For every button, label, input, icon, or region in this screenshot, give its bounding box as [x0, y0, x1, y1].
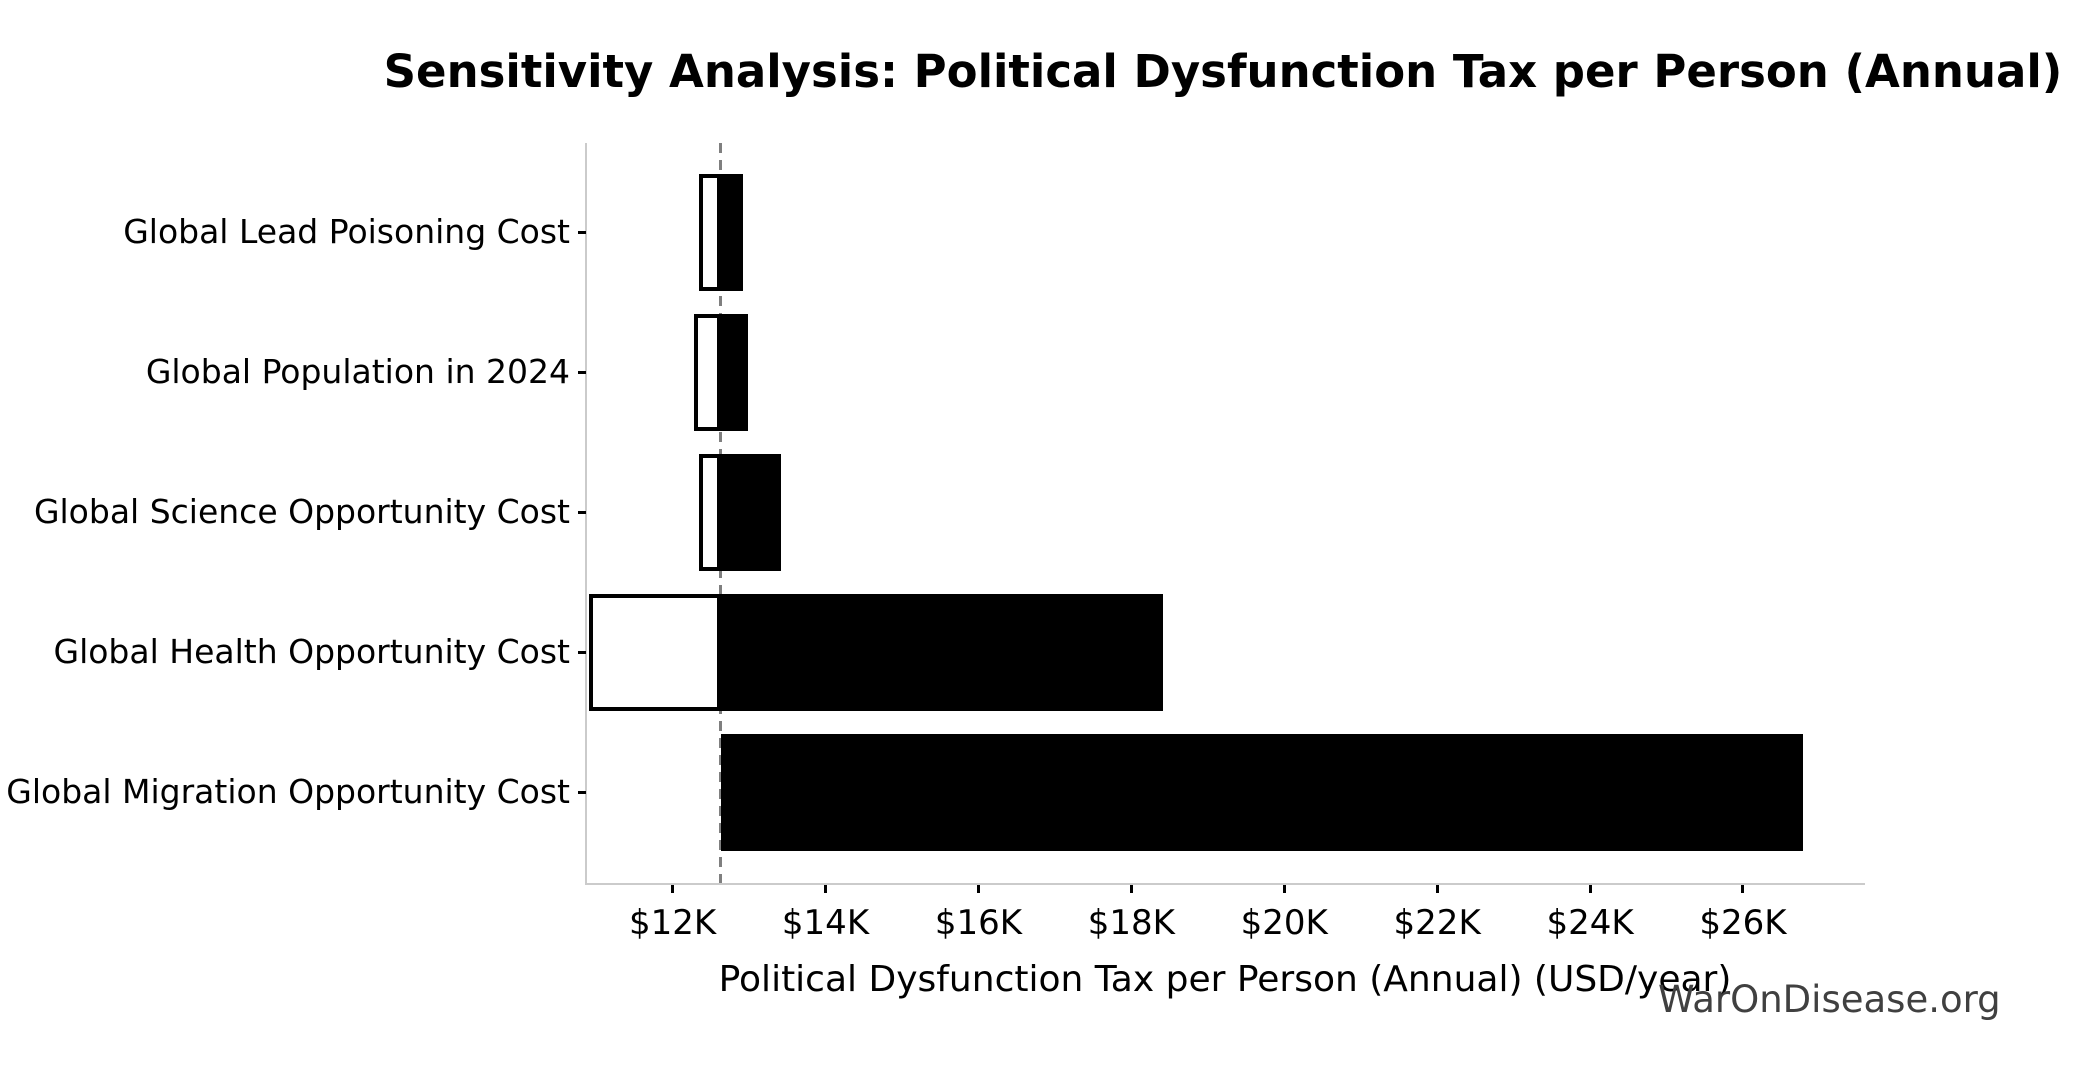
high-bar [720, 593, 1163, 711]
x-tick-mark [1588, 885, 1592, 893]
x-tick-mark [1282, 885, 1286, 893]
x-axis-label: Political Dysfunction Tax per Person (An… [718, 959, 1732, 1000]
x-tick-mark [824, 885, 828, 893]
category-label: Global Population in 2024 [145, 352, 570, 391]
category-label: Global Health Opportunity Cost [53, 632, 571, 671]
high-bar [720, 313, 748, 431]
x-tick-label: $18K [1087, 903, 1175, 943]
x-tick-label: $26K [1699, 903, 1787, 943]
x-axis-spine [585, 883, 1865, 885]
category-label: Global Science Opportunity Cost [33, 492, 570, 531]
low-bar [699, 173, 721, 291]
y-axis-spine [585, 143, 587, 883]
x-tick-mark [976, 885, 980, 893]
x-tick-label: $20K [1240, 903, 1328, 943]
category-label: Global Migration Opportunity Cost [6, 772, 570, 811]
y-tick-mark [578, 790, 586, 794]
category-label: Global Lead Poisoning Cost [123, 212, 570, 251]
low-bar [588, 593, 721, 711]
x-tick-label: $16K [934, 903, 1023, 943]
high-bar [720, 733, 1804, 851]
chart-title: Sensitivity Analysis: Political Dysfunct… [383, 45, 2063, 98]
x-tick-label: $14K [781, 903, 870, 943]
y-tick-mark [578, 370, 586, 374]
x-tick-mark [1129, 885, 1133, 893]
y-tick-mark [578, 510, 586, 514]
low-bar [694, 313, 721, 431]
y-tick-mark [578, 650, 586, 654]
x-tick-label: $22K [1393, 903, 1481, 943]
low-bar [699, 453, 721, 571]
x-tick-mark [1435, 885, 1439, 893]
y-tick-mark [578, 230, 586, 234]
high-bar [720, 173, 743, 291]
watermark: WarOnDisease.org [1658, 978, 2001, 1021]
x-tick-label: $24K [1546, 903, 1634, 943]
high-bar [720, 453, 782, 571]
x-tick-mark [1741, 885, 1745, 893]
x-tick-mark [671, 885, 675, 893]
x-tick-label: $12K [629, 903, 717, 943]
